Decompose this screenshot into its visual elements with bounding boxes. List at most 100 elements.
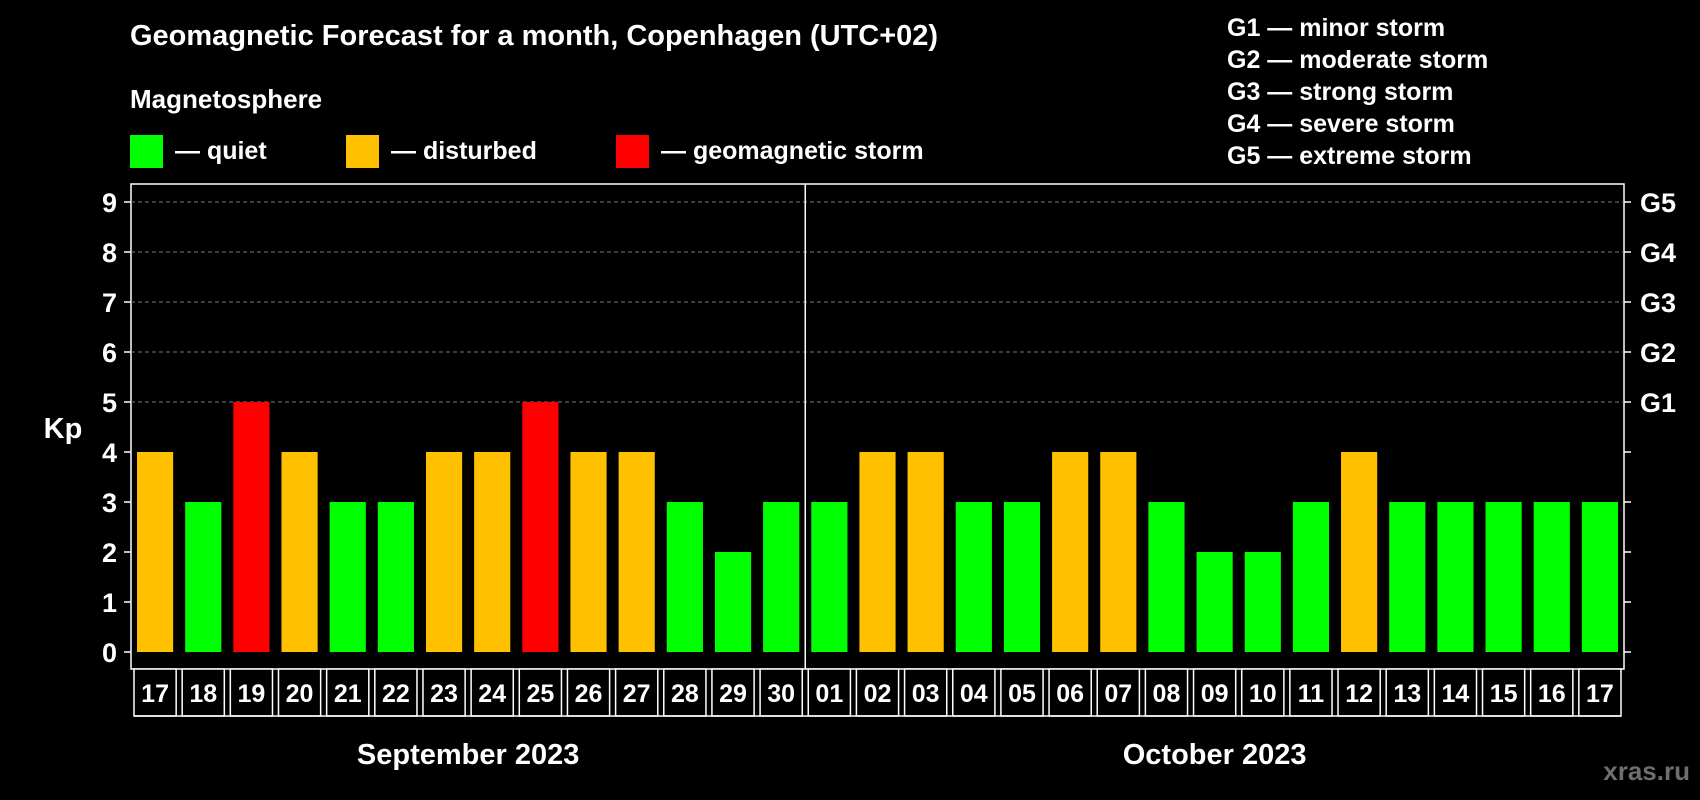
bar-26 xyxy=(1389,502,1426,652)
g-scale-label-g4: G4 xyxy=(1640,238,1676,268)
bar-21 xyxy=(1148,502,1185,652)
legend-subtitle: Magnetosphere xyxy=(130,84,323,114)
bar-10 xyxy=(618,452,655,652)
date-label-11: 28 xyxy=(671,680,699,708)
date-box-15 xyxy=(855,668,900,717)
storm-scale-g5: G5 — extreme storm xyxy=(1227,142,1472,170)
date-label-14: 01 xyxy=(815,680,843,708)
date-label-0: 17 xyxy=(141,680,169,708)
bar-13 xyxy=(763,502,800,652)
date-label-20: 07 xyxy=(1104,680,1132,708)
bar-8 xyxy=(522,402,559,652)
date-box-8 xyxy=(518,668,563,717)
date-label-25: 12 xyxy=(1345,680,1373,708)
date-box-6 xyxy=(422,668,466,717)
legend-label-quiet: — quiet xyxy=(175,136,267,165)
date-label-3: 20 xyxy=(286,680,314,708)
bar-17 xyxy=(955,502,992,652)
bar-15 xyxy=(859,452,896,652)
y-tick-label-0: 0 xyxy=(102,638,117,668)
date-box-10 xyxy=(614,668,659,717)
legend-swatch-quiet xyxy=(130,134,163,168)
storm-scale-g4: G4 — severe storm xyxy=(1227,110,1455,138)
date-label-5: 22 xyxy=(382,680,410,708)
date-label-24: 11 xyxy=(1298,680,1325,708)
g-scale-label-g1: G1 xyxy=(1640,388,1676,418)
date-label-29: 16 xyxy=(1538,680,1566,708)
y-tick-label-6: 6 xyxy=(102,338,117,368)
y-axis-label: Kp xyxy=(44,413,83,445)
bar-24 xyxy=(1292,502,1330,652)
chart-title: Geomagnetic Forecast for a month, Copenh… xyxy=(130,20,939,52)
bar-14 xyxy=(811,502,848,652)
y-tick-label-9: 9 xyxy=(102,188,117,218)
date-label-7: 24 xyxy=(478,680,506,708)
date-box-24 xyxy=(1289,668,1333,717)
bar-23 xyxy=(1244,552,1281,652)
bar-3 xyxy=(281,452,318,652)
bar-25 xyxy=(1341,452,1378,652)
bar-5 xyxy=(377,502,414,652)
bar-28 xyxy=(1485,502,1522,652)
bar-22 xyxy=(1196,552,1233,652)
date-label-13: 30 xyxy=(767,680,795,708)
date-label-2: 19 xyxy=(237,680,265,708)
y-tick-label-5: 5 xyxy=(102,388,117,418)
bar-7 xyxy=(474,452,511,652)
bar-29 xyxy=(1533,502,1570,652)
bar-30 xyxy=(1581,502,1618,652)
date-label-18: 05 xyxy=(1008,680,1036,708)
y-tick-label-1: 1 xyxy=(102,588,117,618)
date-label-9: 26 xyxy=(575,680,603,708)
date-box-23 xyxy=(1240,668,1285,717)
date-label-19: 06 xyxy=(1056,680,1084,708)
y-tick-label-7: 7 xyxy=(102,288,117,318)
legend-item-quiet: — quiet xyxy=(130,134,267,168)
date-box-4 xyxy=(325,668,370,717)
bar-11 xyxy=(666,502,703,652)
date-label-23: 10 xyxy=(1249,680,1277,708)
date-label-22: 09 xyxy=(1201,680,1229,708)
bar-4 xyxy=(329,502,366,652)
legend-swatch-storm xyxy=(616,134,649,168)
bar-18 xyxy=(1003,502,1041,652)
date-label-6: 23 xyxy=(430,680,458,708)
date-label-12: 29 xyxy=(719,680,747,708)
date-box-11 xyxy=(663,668,707,717)
month-label-0: September 2023 xyxy=(357,739,579,771)
y-tick-label-2: 2 xyxy=(102,538,117,568)
bar-16 xyxy=(907,452,944,652)
g-scale-label-g2: G2 xyxy=(1640,338,1676,368)
date-box-29 xyxy=(1529,668,1574,717)
date-label-8: 25 xyxy=(526,680,554,708)
legend-label-disturbed: — disturbed xyxy=(391,136,537,165)
legend-item-storm: — geomagnetic storm xyxy=(616,134,924,168)
date-box-0 xyxy=(133,668,177,717)
bar-1 xyxy=(185,502,222,652)
bar-27 xyxy=(1437,502,1474,652)
bar-20 xyxy=(1100,452,1137,652)
storm-scale-g1: G1 — minor storm xyxy=(1227,14,1446,42)
bar-9 xyxy=(570,452,607,652)
g-scale-label-g3: G3 xyxy=(1640,288,1676,318)
y-tick-label-8: 8 xyxy=(102,238,117,268)
y-tick-label-4: 4 xyxy=(102,438,117,468)
date-label-1: 18 xyxy=(189,680,217,708)
date-label-27: 14 xyxy=(1442,680,1470,708)
date-label-26: 13 xyxy=(1393,680,1421,708)
bar-19 xyxy=(1052,452,1089,652)
bar-6 xyxy=(425,452,463,652)
storm-scale-g2: G2 — moderate storm xyxy=(1227,46,1489,74)
date-label-4: 21 xyxy=(334,680,362,708)
date-box-2 xyxy=(229,668,274,717)
date-label-28: 15 xyxy=(1490,680,1518,708)
y-tick-label-3: 3 xyxy=(102,488,117,518)
date-label-15: 02 xyxy=(864,680,892,708)
date-box-1 xyxy=(181,668,226,717)
month-label-1: October 2023 xyxy=(1123,739,1307,771)
date-box-14 xyxy=(807,668,852,717)
date-label-16: 03 xyxy=(912,680,940,708)
date-box-16 xyxy=(903,668,948,717)
date-box-7 xyxy=(470,668,515,717)
legend-item-disturbed: — disturbed xyxy=(346,134,537,168)
